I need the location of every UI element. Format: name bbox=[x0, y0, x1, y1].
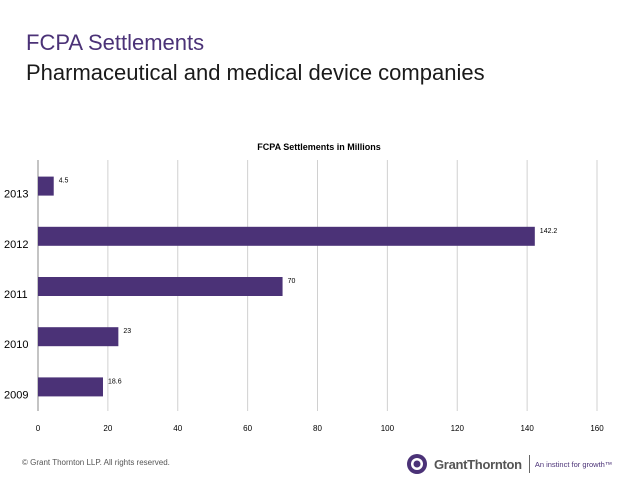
x-tick-label: 40 bbox=[173, 424, 182, 433]
bar-2013 bbox=[38, 176, 54, 196]
copyright-footer: © Grant Thornton LLP. All rights reserve… bbox=[22, 458, 170, 467]
x-tick-label: 140 bbox=[520, 424, 534, 433]
value-label: 142.2 bbox=[540, 228, 558, 235]
x-tick-label: 80 bbox=[313, 424, 322, 433]
category-label: 2011 bbox=[4, 289, 28, 301]
x-tick-label: 60 bbox=[243, 424, 252, 433]
category-label: 2012 bbox=[4, 239, 28, 251]
value-label: 23 bbox=[123, 328, 131, 335]
x-tick-label: 20 bbox=[103, 424, 112, 433]
x-tick-label: 0 bbox=[36, 424, 41, 433]
value-label: 4.5 bbox=[59, 178, 69, 185]
slide-subtitle: Pharmaceutical and medical device compan… bbox=[26, 60, 485, 85]
logo-divider bbox=[528, 455, 530, 473]
x-tick-label: 100 bbox=[381, 424, 395, 433]
chart-title: FCPA Settlements in Millions bbox=[257, 142, 381, 152]
bar-chart: 0 20 40 60 80 100 120 140 160 2013 4.5 2012 142.2 201… bbox=[4, 160, 604, 433]
category-label: 2013 bbox=[4, 189, 28, 201]
category-label: 2010 bbox=[4, 339, 28, 351]
bar-2011 bbox=[38, 277, 283, 296]
grant-thornton-logo: GrantThornton An instinct for growth™ bbox=[406, 451, 628, 477]
bar-2010 bbox=[38, 327, 119, 347]
logo-name: GrantThornton bbox=[434, 456, 522, 472]
bar-2012 bbox=[38, 226, 535, 246]
x-tick-label: 160 bbox=[590, 424, 604, 433]
category-label: 2009 bbox=[4, 389, 28, 401]
logo-mark-icon bbox=[407, 454, 427, 474]
x-tick-label: 120 bbox=[451, 424, 465, 433]
value-label: 70 bbox=[288, 278, 296, 285]
bar-2009 bbox=[38, 377, 103, 397]
value-label: 18.6 bbox=[108, 378, 122, 385]
slide-title: FCPA Settlements bbox=[26, 30, 205, 55]
logo-tagline: An instinct for growth™ bbox=[534, 459, 613, 469]
